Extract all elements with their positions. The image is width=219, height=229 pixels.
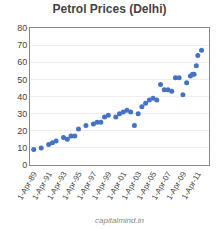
svg-text:1-Apr-03: 1-Apr-03 (120, 170, 144, 202)
svg-text:1-Apr-01: 1-Apr-01 (105, 170, 129, 202)
svg-text:1-Apr-93: 1-Apr-93 (45, 170, 69, 202)
svg-text:80: 80 (17, 23, 27, 33)
svg-text:40: 40 (17, 92, 27, 102)
svg-text:1-Apr-99: 1-Apr-99 (90, 170, 114, 202)
svg-text:1-Apr-89: 1-Apr-89 (16, 170, 40, 202)
svg-text:60: 60 (17, 57, 27, 67)
svg-text:1-Apr-91: 1-Apr-91 (30, 170, 54, 202)
svg-text:20: 20 (17, 126, 27, 136)
svg-text:0: 0 (22, 160, 27, 170)
svg-text:50: 50 (17, 75, 27, 85)
svg-text:1-Apr-95: 1-Apr-95 (60, 170, 84, 202)
svg-text:10: 10 (17, 143, 27, 153)
svg-text:1-Apr-09: 1-Apr-09 (165, 170, 189, 202)
svg-text:1-Apr-05: 1-Apr-05 (135, 170, 159, 202)
svg-text:1-Apr-11: 1-Apr-11 (180, 170, 203, 201)
svg-text:1-Apr-97: 1-Apr-97 (75, 170, 99, 202)
svg-text:70: 70 (17, 40, 27, 50)
svg-text:capitalmind.in: capitalmind.in (95, 216, 144, 225)
svg-text:1-Apr-07: 1-Apr-07 (150, 170, 174, 202)
svg-text:Petrol Prices (Delhi): Petrol Prices (Delhi) (52, 2, 166, 16)
svg-text:30: 30 (17, 109, 27, 119)
